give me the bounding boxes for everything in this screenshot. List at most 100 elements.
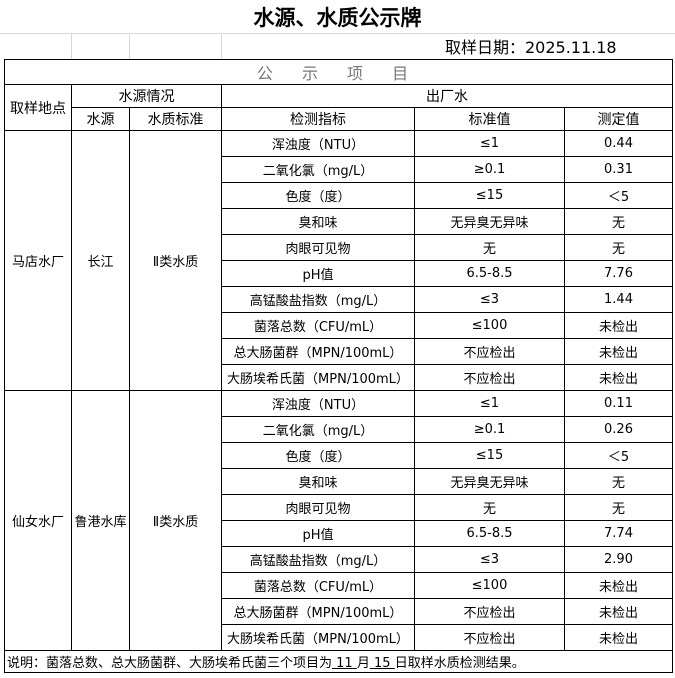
indicator: 菌落总数（CFU/mL） (221, 572, 415, 599)
measured-value: 0.31 (563, 156, 674, 183)
table-row: 马店水厂 长江 Ⅱ类水质 浑浊度（NTU） ≤1 0.44 (4, 130, 674, 391)
measured-value: 7.74 (563, 520, 674, 547)
site-source: 鲁港水库 (71, 390, 130, 651)
standard-value: 不应检出 (414, 364, 565, 391)
indicator: 浑浊度（NTU） (221, 130, 415, 157)
site-source-standard: Ⅱ类水质 (129, 130, 222, 391)
header-measured: 测定值 (563, 107, 674, 131)
measured-value: 未检出 (563, 338, 674, 365)
table-row: 总大肠菌群（MPN/100mL） 不应检出 未检出 (5, 598, 674, 625)
measured-value: 0.11 (563, 390, 674, 417)
table-row: 肉眼可见物无无 (5, 234, 674, 261)
standard-value: ≤100 (414, 312, 565, 339)
measured-value: 未检出 (563, 598, 674, 625)
note-month-value: 11 (336, 656, 353, 671)
measured-value: 未检出 (563, 364, 674, 391)
measured-value: 2.90 (563, 546, 674, 573)
standard-value: ≤100 (414, 572, 565, 599)
header-location: 取样地点 (4, 84, 72, 131)
measured-value: 1.44 (563, 286, 674, 313)
page-title: 水源、水质公示牌 (253, 6, 422, 30)
indicator: 色度（度） (221, 182, 415, 209)
standard-value: 6.5-8.5 (414, 260, 565, 287)
footnote: 说明：菌落总数、总大肠菌群、大肠埃希氏菌三个项目为 11 月 15 日取样水质检… (3, 650, 674, 673)
note-month: 11 (332, 656, 357, 671)
indicator: 浑浊度（NTU） (221, 390, 415, 417)
indicator: 肉眼可见物 (221, 494, 415, 521)
header-source: 水源 (71, 107, 130, 131)
note-day-value: 15 (374, 656, 391, 671)
measured-value: 无 (563, 208, 674, 235)
site-location: 仙女水厂 (4, 390, 72, 651)
standard-value: ≤3 (414, 546, 565, 573)
measured-value: 无 (563, 494, 674, 521)
standard-value: ≤1 (414, 130, 565, 157)
standard-value: ≤15 (414, 182, 565, 209)
table-row: 色度（度） ≤15 ＜5 (5, 182, 674, 209)
note-prefix: 说明：菌落总数、总大肠菌群、大肠埃希氏菌三个项目为 (7, 656, 333, 671)
indicator: 高锰酸盐指数（mg/L） (221, 286, 415, 313)
table-row: 臭和味 无异臭无异味无 (5, 208, 674, 235)
header-source-standard: 水质标准 (129, 107, 222, 131)
indicator: 菌落总数（CFU/mL） (221, 312, 415, 339)
water-quality-table: 公 示 项 目 取样地点 水源情况 出厂水 水源 水质标准 检测指标 标准值 测… (3, 59, 674, 673)
note-day: 15 (370, 656, 395, 671)
indicator: pH值 (221, 260, 415, 287)
site-source-standard: Ⅱ类水质 (129, 390, 222, 651)
table-row: 大肠埃希氏菌（MPN/100mL） 不应检出 未检出 (5, 364, 674, 391)
indicator: 大肠埃希氏菌（MPN/100mL） (221, 364, 415, 391)
gridline (71, 33, 72, 59)
standard-value: ≥0.1 (414, 156, 565, 183)
indicator: 二氧化氯（mg/L） (221, 156, 415, 183)
indicator: 总大肠菌群（MPN/100mL） (221, 338, 415, 365)
standard-value: ≤1 (414, 390, 565, 417)
note-month-label: 月 (356, 656, 370, 671)
table-row: pH值 6.5-8.5 7.74 (5, 520, 674, 547)
measured-value: 未检出 (563, 572, 674, 599)
table-row: pH值 6.5-8.5 7.76 (5, 260, 674, 287)
measured-value: 未检出 (563, 312, 674, 339)
measured-value: 未检出 (563, 624, 674, 651)
note-suffix: 日取样水质检测结果。 (394, 656, 525, 671)
table-row: 菌落总数（CFU/mL） ≤100 未检出 (5, 572, 674, 599)
standard-value: 无 (414, 234, 565, 261)
indicator: 臭和味 (221, 468, 415, 495)
table-row: 肉眼可见物无无 (5, 494, 674, 521)
site-location: 马店水厂 (4, 130, 72, 391)
section-title: 公 示 项 目 (3, 59, 674, 85)
sample-date: 取样日期：2025.11.18 (445, 38, 617, 57)
standard-value: 不应检出 (414, 624, 565, 651)
standard-value: 不应检出 (414, 338, 565, 365)
indicator: pH值 (221, 520, 415, 547)
indicator: 臭和味 (221, 208, 415, 235)
gridline (0, 33, 675, 34)
indicator: 大肠埃希氏菌（MPN/100mL） (221, 624, 415, 651)
gridline (129, 33, 130, 59)
measured-value: ＜5 (563, 442, 674, 469)
standard-value: ≤3 (414, 286, 565, 313)
standard-value: 无 (414, 494, 565, 521)
measured-value: 7.76 (563, 260, 674, 287)
standard-value: 6.5-8.5 (414, 520, 565, 547)
measured-value: 0.44 (563, 130, 674, 157)
measured-value: ＜5 (563, 182, 674, 209)
measured-value: 0.26 (563, 416, 674, 443)
measured-value: 无 (563, 468, 674, 495)
standard-value: 无异臭无异味 (414, 468, 565, 495)
indicator: 色度（度） (221, 442, 415, 469)
site-source: 长江 (71, 130, 130, 391)
header-outlet: 出厂水 (220, 84, 674, 108)
header-indicator: 检测指标 (221, 107, 415, 131)
table-row: 色度（度） ≤15 ＜5 (5, 442, 674, 469)
standard-value: ≤15 (414, 442, 565, 469)
standard-value: 不应检出 (414, 598, 565, 625)
header-source-info: 水源情况 (71, 84, 222, 108)
standard-value: ≥0.1 (414, 416, 565, 443)
header-standard: 标准值 (414, 107, 565, 131)
measured-value: 无 (563, 234, 674, 261)
table-row: 总大肠菌群（MPN/100mL） 不应检出 未检出 (5, 338, 674, 365)
indicator: 总大肠菌群（MPN/100mL） (221, 598, 415, 625)
gridline (221, 33, 222, 59)
indicator: 二氧化氯（mg/L） (221, 416, 415, 443)
indicator: 高锰酸盐指数（mg/L） (221, 546, 415, 573)
